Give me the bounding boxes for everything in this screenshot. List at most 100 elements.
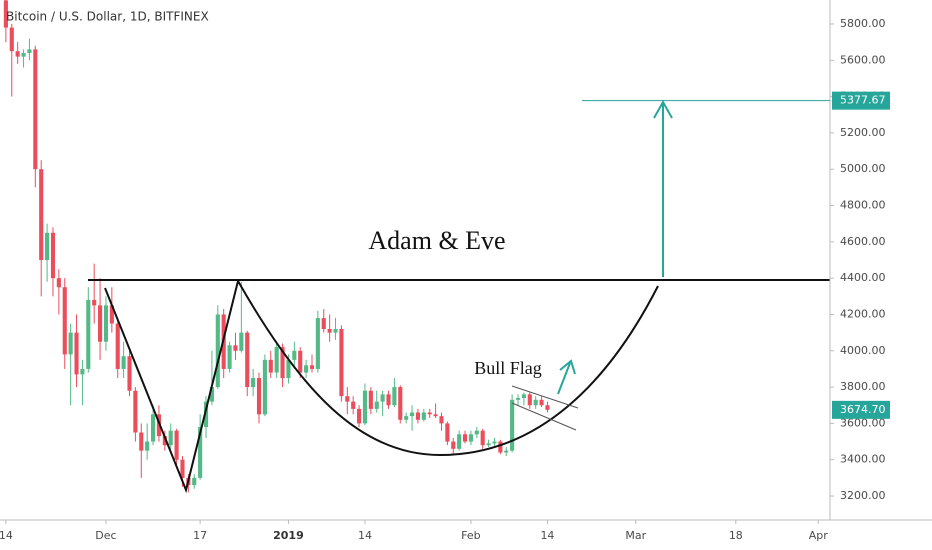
candle-body xyxy=(380,394,385,402)
candle-body xyxy=(50,232,56,279)
x-tick-label: Dec xyxy=(95,529,116,542)
candle-body xyxy=(203,401,209,428)
candle-body xyxy=(256,378,262,415)
candle-body xyxy=(286,359,291,379)
x-tick-label: 14 xyxy=(540,529,554,542)
candle-body xyxy=(103,305,109,342)
candle-body xyxy=(521,394,526,398)
candle-body xyxy=(198,427,203,478)
candle-body xyxy=(486,443,491,446)
candle-body xyxy=(127,356,132,391)
y-tick-label: 5000.00 xyxy=(840,162,886,175)
candle-body xyxy=(9,27,14,52)
arrow-head xyxy=(559,359,576,375)
candle-body xyxy=(274,347,279,373)
candle-body xyxy=(139,432,144,451)
candle-body xyxy=(427,412,432,415)
candle-body xyxy=(539,399,544,406)
candle-body xyxy=(133,390,138,433)
y-tick-label: 4200.00 xyxy=(840,307,886,320)
candle-body xyxy=(21,53,26,57)
candle-body xyxy=(468,434,473,442)
x-tick-label: Feb xyxy=(461,529,480,542)
candle-body xyxy=(180,459,185,478)
candle-body xyxy=(262,359,267,415)
candle-body xyxy=(510,399,515,451)
price-marker-label: 3674.70 xyxy=(840,403,886,416)
candle-body xyxy=(457,434,462,449)
candle-body xyxy=(74,332,79,375)
candle-body xyxy=(156,414,161,437)
candle-body xyxy=(168,430,173,446)
candle-body xyxy=(480,430,485,446)
candle-body xyxy=(304,365,309,373)
candle-body xyxy=(150,414,156,442)
candle-body xyxy=(92,299,97,306)
y-tick-label: 3400.00 xyxy=(840,453,886,466)
candle-body xyxy=(239,332,244,351)
price-marker xyxy=(832,91,890,110)
candle-body xyxy=(45,232,50,260)
candle-body xyxy=(409,412,415,417)
y-tick-label: 5200.00 xyxy=(840,126,886,139)
candle-body xyxy=(227,345,232,369)
candle-body xyxy=(109,305,114,324)
candle-body xyxy=(68,332,73,355)
candle-body xyxy=(121,356,126,369)
candle-body xyxy=(421,412,426,420)
candle-body xyxy=(545,405,550,410)
candle-body xyxy=(268,359,273,373)
candle-body xyxy=(321,318,326,329)
x-tick-label: 14 xyxy=(358,529,372,542)
x-tick-label: 2019 xyxy=(273,529,304,542)
candle-body xyxy=(527,394,532,406)
candle-body xyxy=(339,328,344,397)
candle-body xyxy=(504,450,509,453)
candle-body xyxy=(298,350,303,373)
candle-body xyxy=(327,328,332,333)
candle-body xyxy=(280,347,285,379)
candle-body xyxy=(62,287,67,355)
candle-body xyxy=(374,401,379,409)
candle-body xyxy=(27,49,32,54)
candle-body xyxy=(209,387,214,402)
drawings xyxy=(88,99,830,494)
annotation: Bull Flag xyxy=(474,358,542,378)
y-tick-label: 3600.00 xyxy=(840,416,886,429)
candle-body xyxy=(386,394,391,406)
candle-body xyxy=(80,368,85,375)
candle-body xyxy=(245,332,250,388)
x-tick-label: 14 xyxy=(0,529,13,542)
x-tick-label: 17 xyxy=(193,529,207,542)
candle-body xyxy=(398,387,403,420)
y-tick-label: 4400.00 xyxy=(840,271,886,284)
candle-body xyxy=(145,441,150,451)
y-tick-label: 3200.00 xyxy=(840,489,886,502)
candle-body xyxy=(86,299,91,369)
candle-body xyxy=(251,378,256,388)
candle-body xyxy=(515,397,521,400)
x-tick-label: Mar xyxy=(625,529,646,542)
y-tick-label: 4600.00 xyxy=(840,235,886,248)
candle-body xyxy=(492,441,497,444)
candle-body xyxy=(15,51,20,57)
candle-body xyxy=(474,430,479,435)
candle-body xyxy=(115,323,120,369)
y-tick-label: 4000.00 xyxy=(840,344,886,357)
x-tick-label: 18 xyxy=(729,529,743,542)
y-tick-label: 3800.00 xyxy=(840,380,886,393)
eve-arc xyxy=(237,280,659,457)
candle-body xyxy=(215,314,220,388)
candle-body xyxy=(292,350,297,360)
y-tick-label: 5600.00 xyxy=(840,53,886,66)
candle-body xyxy=(445,423,450,442)
candle-body xyxy=(533,399,538,406)
arrow-head xyxy=(653,99,673,119)
candle-body xyxy=(415,412,421,420)
candle-body xyxy=(462,434,468,442)
candle-body xyxy=(451,441,456,449)
candle-body xyxy=(345,396,350,402)
candle-body xyxy=(362,390,368,424)
candle-body xyxy=(162,436,167,446)
candle-body xyxy=(357,408,362,424)
